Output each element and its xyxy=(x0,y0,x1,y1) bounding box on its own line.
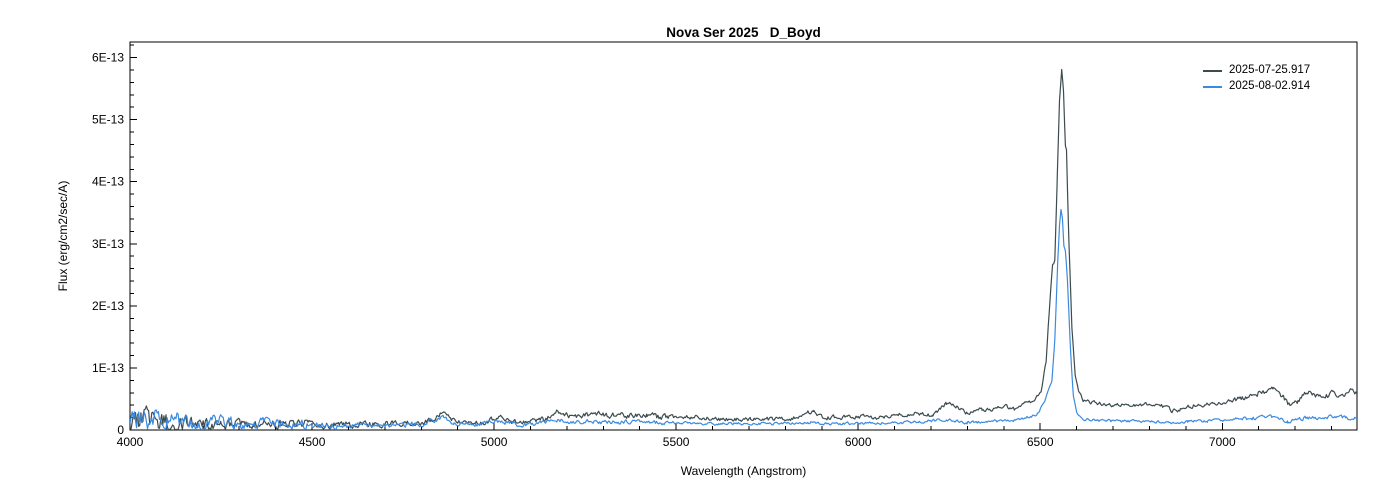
x-tick-label: 4000 xyxy=(117,435,144,449)
legend-label-series1: 2025-07-25.917 xyxy=(1229,64,1311,76)
chart-title: Nova Ser 2025 D_Boyd xyxy=(666,25,821,40)
y-tick-label: 4E-13 xyxy=(92,175,124,189)
x-tick-label: 5500 xyxy=(663,435,690,449)
y-tick-label: 5E-13 xyxy=(92,113,124,127)
x-tick-label: 6500 xyxy=(1027,435,1054,449)
y-tick-label: 2E-13 xyxy=(92,299,124,313)
x-tick-label: 6000 xyxy=(845,435,872,449)
legend: 2025-07-25.917 2025-08-02.914 xyxy=(1203,64,1310,93)
axis-ticks xyxy=(129,44,1333,431)
legend-item: 2025-07-25.917 xyxy=(1203,64,1310,77)
x-axis-label: Wavelength (Angstrom) xyxy=(680,464,807,478)
legend-item: 2025-08-02.914 xyxy=(1203,80,1310,93)
x-tick-label: 4500 xyxy=(299,435,326,449)
x-tick-label: 5000 xyxy=(481,435,508,449)
series-line-2 xyxy=(130,208,1357,430)
y-tick-label: 1E-13 xyxy=(92,361,124,375)
y-tick-label: 3E-13 xyxy=(92,237,124,251)
tick-labels: 4000 4500 5000 5500 6000 6500 7000 0 1E-13 2E-13 3… xyxy=(92,51,1236,449)
y-tick-label: 0 xyxy=(117,423,124,437)
plot-border xyxy=(129,41,1358,431)
legend-label-series2: 2025-08-02.914 xyxy=(1229,80,1311,92)
legend-line-swatch-series1 xyxy=(1203,69,1222,72)
legend-line-swatch-series2 xyxy=(1203,85,1222,88)
x-tick-label: 7000 xyxy=(1209,435,1236,449)
series-line-1 xyxy=(130,68,1357,430)
y-tick-label: 6E-13 xyxy=(92,51,124,65)
